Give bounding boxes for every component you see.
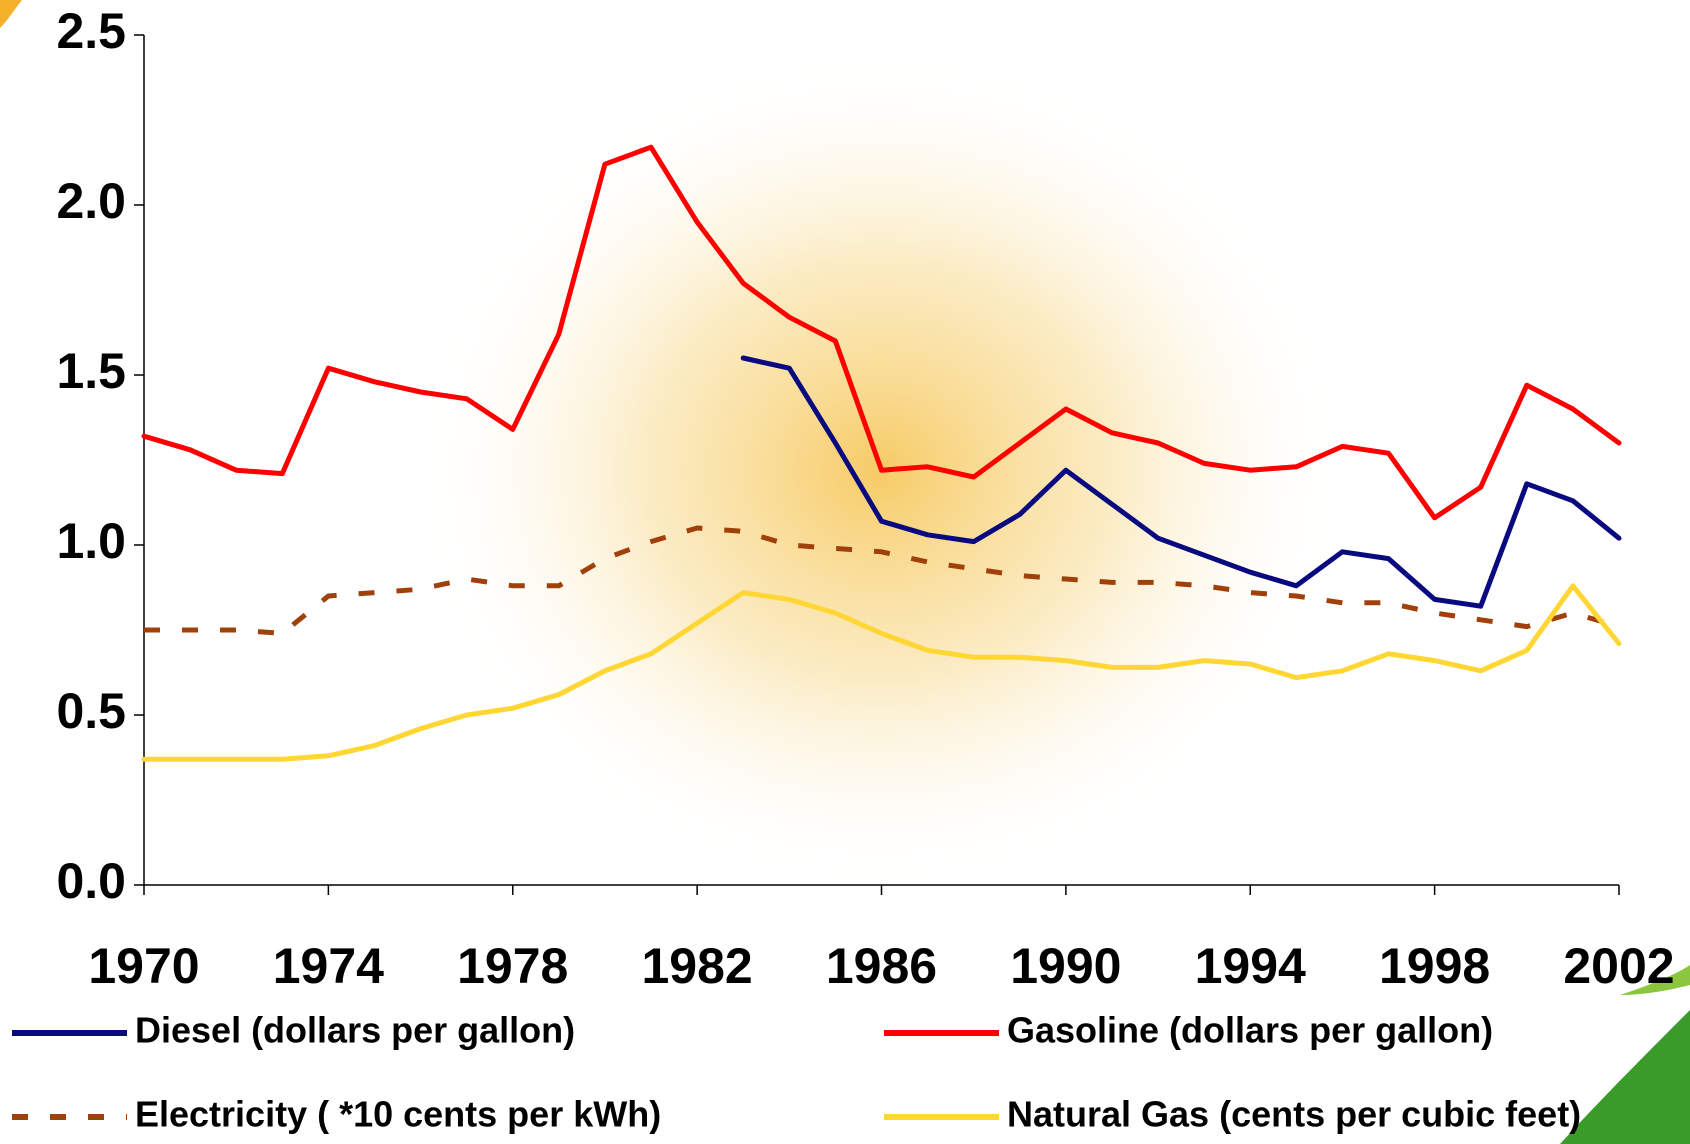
legend-label: Gasoline (dollars per gallon) <box>1007 1010 1493 1051</box>
y-tick-label: 2.0 <box>56 173 126 229</box>
legend-label: Diesel (dollars per gallon) <box>135 1010 575 1051</box>
y-tick-label: 2.5 <box>56 3 126 59</box>
x-tick-label: 1986 <box>826 938 937 994</box>
y-tick-label: 1.5 <box>56 343 126 399</box>
y-tick-label: 0.5 <box>56 683 126 739</box>
corner-decoration <box>0 0 22 28</box>
x-tick-label: 1970 <box>88 938 199 994</box>
x-tick-label: 2002 <box>1563 938 1674 994</box>
x-tick-label: 1998 <box>1379 938 1490 994</box>
x-tick-label: 1978 <box>457 938 568 994</box>
x-tick-label: 1994 <box>1195 938 1306 994</box>
x-tick-label: 1982 <box>642 938 753 994</box>
y-tick-label: 0.0 <box>56 853 126 909</box>
legend-label: Natural Gas (cents per cubic feet) <box>1007 1094 1581 1135</box>
x-tick-label: 1974 <box>273 938 384 994</box>
page: {"chart_data": { "type": "line", "x": [1… <box>0 0 1690 1144</box>
x-tick-label: 1990 <box>1010 938 1121 994</box>
chart: 0.0 0.5 1.0 1.5 2.0 2.5 1970 1974 1978 1982 1986 19… <box>0 0 1690 1144</box>
y-tick-label: 1.0 <box>56 513 126 569</box>
legend-label: Electricity ( *10 cents per kWh) <box>135 1094 661 1135</box>
